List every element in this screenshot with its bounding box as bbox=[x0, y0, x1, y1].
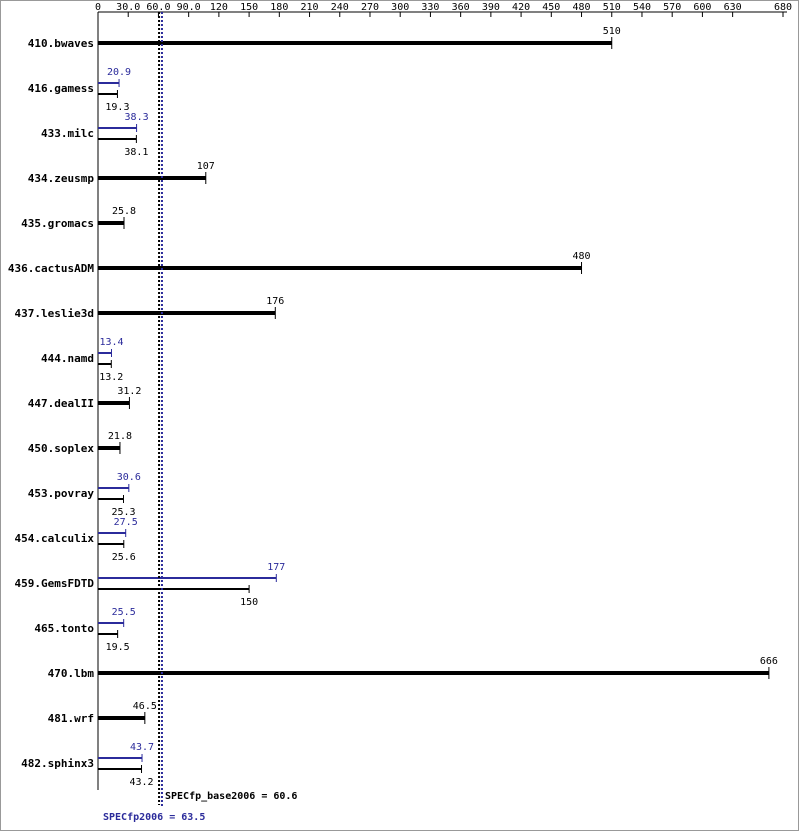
category-label: 444.namd bbox=[41, 352, 94, 365]
x-tick-label: 540 bbox=[633, 2, 651, 13]
category-label: 410.bwaves bbox=[28, 37, 94, 50]
category-label: 465.tonto bbox=[34, 622, 94, 635]
x-tick-label: 450 bbox=[542, 2, 560, 13]
x-tick-label: 480 bbox=[572, 2, 590, 13]
category-label: 433.milc bbox=[41, 127, 94, 140]
value-label: 31.2 bbox=[117, 386, 141, 397]
value-label: 43.2 bbox=[129, 777, 153, 788]
category-label: 436.cactusADM bbox=[8, 262, 94, 275]
x-tick-label: 210 bbox=[301, 2, 319, 13]
category-label: 447.dealII bbox=[28, 397, 94, 410]
value-label: 27.5 bbox=[114, 517, 138, 528]
category-label: 481.wrf bbox=[48, 712, 94, 725]
x-tick-label: 90.0 bbox=[177, 2, 201, 13]
value-label: 480 bbox=[572, 251, 590, 262]
value-label: 13.4 bbox=[99, 337, 123, 348]
x-tick-label: 600 bbox=[693, 2, 711, 13]
x-tick-label: 0 bbox=[95, 2, 101, 13]
x-tick-label: 570 bbox=[663, 2, 681, 13]
value-label: 19.3 bbox=[105, 102, 129, 113]
category-label: 453.povray bbox=[28, 487, 95, 500]
x-tick-label: 390 bbox=[482, 2, 500, 13]
x-tick-label: 510 bbox=[603, 2, 621, 13]
value-label: 176 bbox=[266, 296, 284, 307]
x-tick-label: 180 bbox=[270, 2, 288, 13]
x-tick-label: 300 bbox=[391, 2, 409, 13]
value-label: 13.2 bbox=[99, 372, 123, 383]
reference-label: SPECfp_base2006 = 60.6 bbox=[165, 791, 297, 802]
x-tick-label: 150 bbox=[240, 2, 258, 13]
category-label: 470.lbm bbox=[48, 667, 95, 680]
x-tick-label: 240 bbox=[331, 2, 349, 13]
x-tick-label: 420 bbox=[512, 2, 530, 13]
reference-label: SPECfp2006 = 63.5 bbox=[103, 812, 205, 823]
value-label: 46.5 bbox=[133, 701, 157, 712]
value-label: 20.9 bbox=[107, 67, 131, 78]
value-label: 25.3 bbox=[111, 507, 135, 518]
x-tick-label: 330 bbox=[421, 2, 439, 13]
category-label: 416.gamess bbox=[28, 82, 94, 95]
value-label: 25.8 bbox=[112, 206, 136, 217]
value-label: 177 bbox=[267, 562, 285, 573]
category-label: 454.calculix bbox=[15, 532, 95, 545]
value-label: 25.6 bbox=[112, 552, 136, 563]
value-label: 21.8 bbox=[108, 431, 132, 442]
x-tick-label: 360 bbox=[452, 2, 470, 13]
x-tick-label: 60.0 bbox=[146, 2, 170, 13]
category-label: 459.GemsFDTD bbox=[15, 577, 95, 590]
value-label: 666 bbox=[760, 656, 778, 667]
category-label: 450.soplex bbox=[28, 442, 95, 455]
value-label: 19.5 bbox=[106, 642, 130, 653]
value-label: 510 bbox=[603, 26, 621, 37]
x-tick-label: 270 bbox=[361, 2, 379, 13]
value-label: 150 bbox=[240, 597, 258, 608]
category-label: 435.gromacs bbox=[21, 217, 94, 230]
x-tick-label: 30.0 bbox=[116, 2, 140, 13]
x-tick-label: 120 bbox=[210, 2, 228, 13]
x-tick-label: 630 bbox=[724, 2, 742, 13]
category-label: 437.leslie3d bbox=[15, 307, 94, 320]
x-tick-label: 680 bbox=[774, 2, 792, 13]
value-label: 30.6 bbox=[117, 472, 141, 483]
value-label: 43.7 bbox=[130, 742, 154, 753]
category-label: 434.zeusmp bbox=[28, 172, 95, 185]
value-label: 38.1 bbox=[124, 147, 148, 158]
value-label: 25.5 bbox=[112, 607, 136, 618]
value-label: 107 bbox=[197, 161, 215, 172]
category-label: 482.sphinx3 bbox=[21, 757, 94, 770]
value-label: 38.3 bbox=[125, 112, 149, 123]
